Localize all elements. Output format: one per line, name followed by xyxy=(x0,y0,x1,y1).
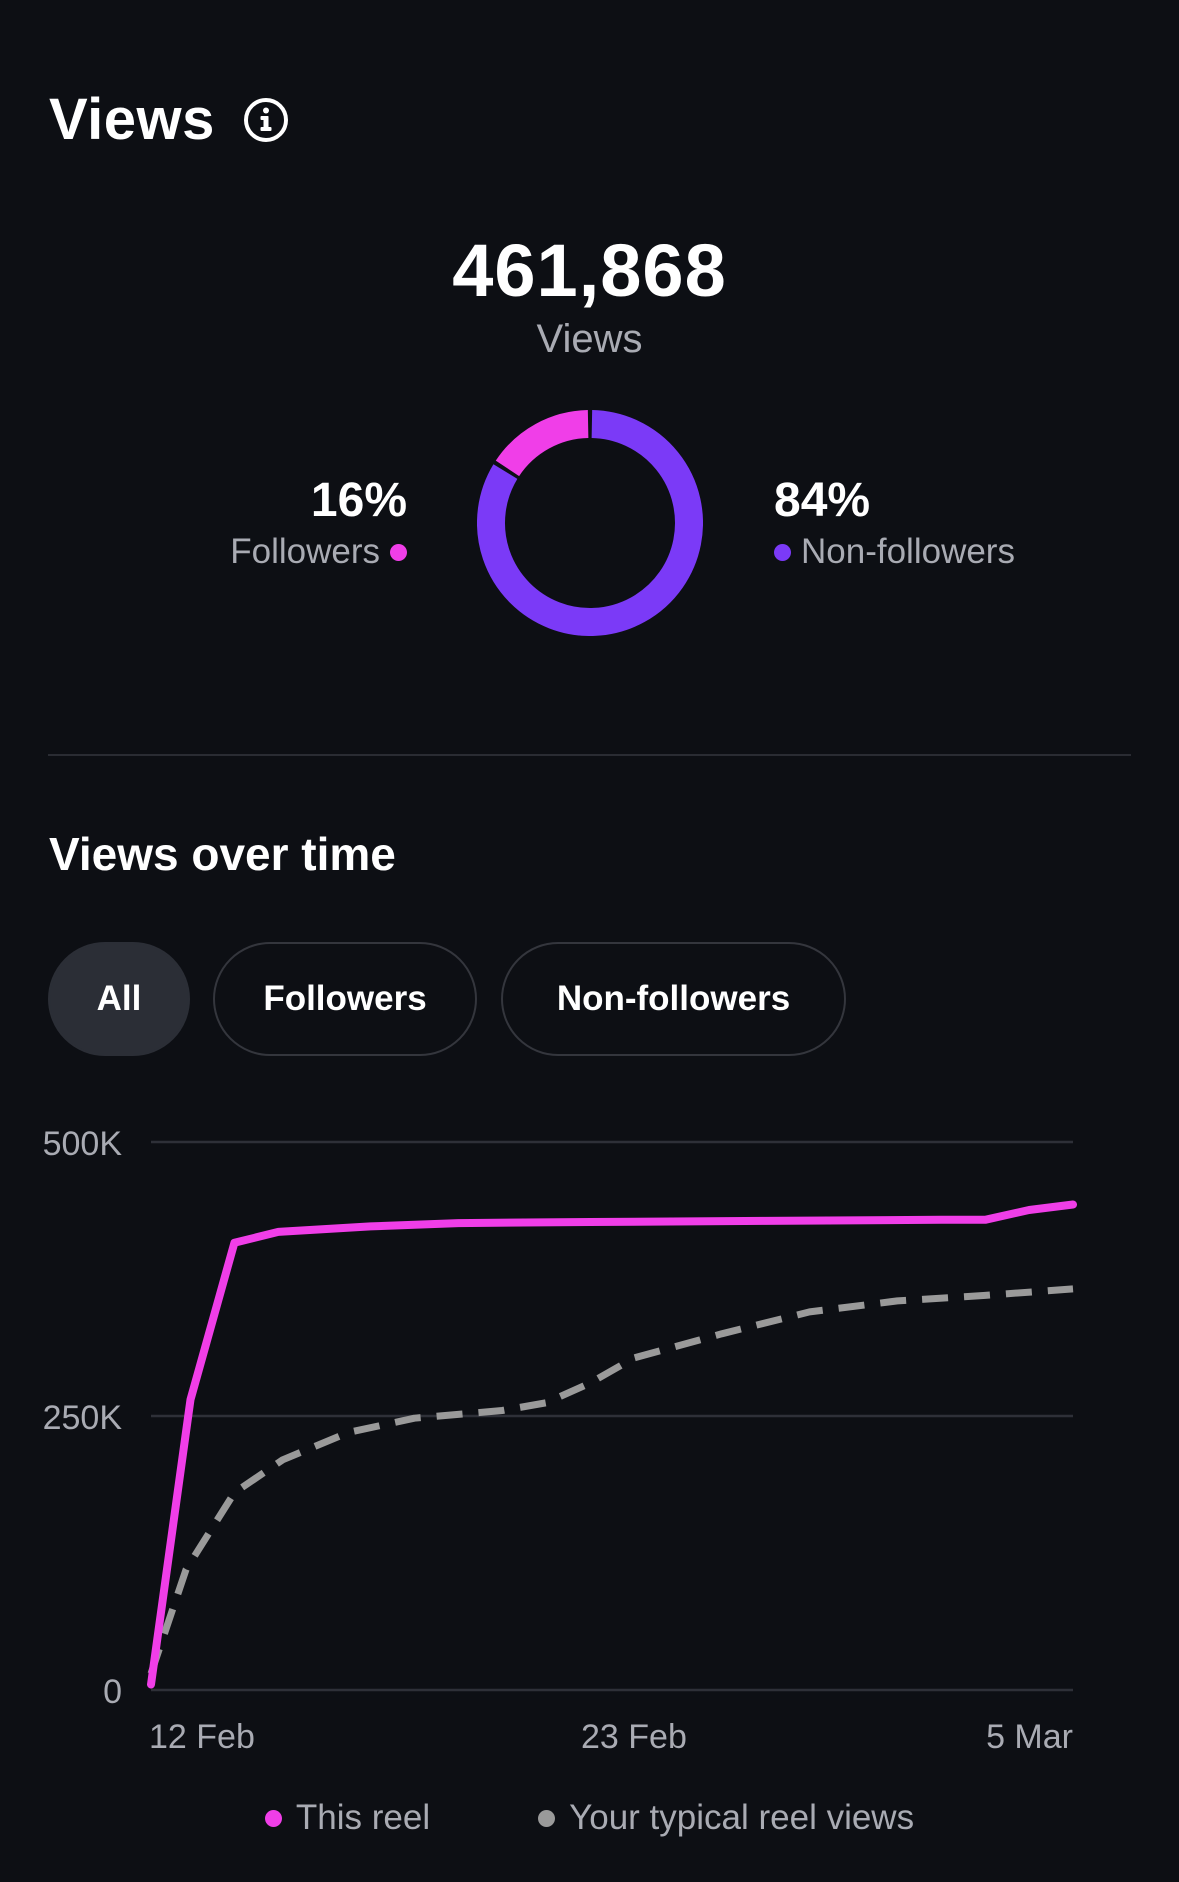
x-tick-label: 5 Mar xyxy=(986,1718,1073,1756)
chart-legend: This reel Your typical reel views xyxy=(0,1790,1179,1846)
legend-item-this-reel: This reel xyxy=(264,1798,431,1838)
y-tick-label: 250K xyxy=(43,1399,123,1437)
y-tick-label: 0 xyxy=(103,1673,122,1711)
total-views-label: Views xyxy=(536,317,643,361)
x-tick-label: 12 Feb xyxy=(149,1718,255,1756)
total-views-count: 461,868 xyxy=(452,229,727,312)
followers-dot-icon xyxy=(390,543,407,561)
series-line-this-reel xyxy=(147,1200,1077,1689)
legend-typical-label: Your typical reel views xyxy=(569,1798,915,1837)
filter-chip-nonfollowers[interactable]: Non-followers xyxy=(501,942,846,1056)
views-over-time-chart: 0 250K 500K 12 Feb 23 Feb 5 Mar xyxy=(43,1125,1077,1756)
nonfollowers-percentage: 84% xyxy=(774,474,871,527)
filter-chip-followers[interactable]: Followers xyxy=(213,942,477,1056)
y-tick-label: 500K xyxy=(43,1125,123,1163)
legend-this-reel-label: This reel xyxy=(295,1798,431,1837)
filter-chip-all[interactable]: All xyxy=(48,942,190,1056)
donut-followers-segment xyxy=(495,410,589,477)
nonfollowers-legend: Non-followers xyxy=(774,528,1015,576)
info-icon[interactable] xyxy=(242,96,290,144)
this-reel-dot-icon xyxy=(264,1809,282,1827)
section-divider xyxy=(48,754,1131,756)
x-tick-label: 23 Feb xyxy=(581,1718,687,1756)
views-over-time-title: Views over time xyxy=(49,828,396,880)
legend-item-typical: Your typical reel views xyxy=(538,1798,914,1838)
followers-legend: Followers xyxy=(230,528,407,576)
series-line-typical-reel-views xyxy=(147,1285,1074,1675)
followers-donut-chart xyxy=(477,410,703,636)
views-title: Views xyxy=(49,87,215,152)
donut-nonfollowers-segment xyxy=(477,410,703,636)
followers-label: Followers xyxy=(230,532,380,571)
followers-percentage: 16% xyxy=(310,474,407,527)
typical-dot-icon xyxy=(538,1809,556,1827)
nonfollowers-dot-icon xyxy=(774,543,791,561)
nonfollowers-label: Non-followers xyxy=(801,532,1015,571)
